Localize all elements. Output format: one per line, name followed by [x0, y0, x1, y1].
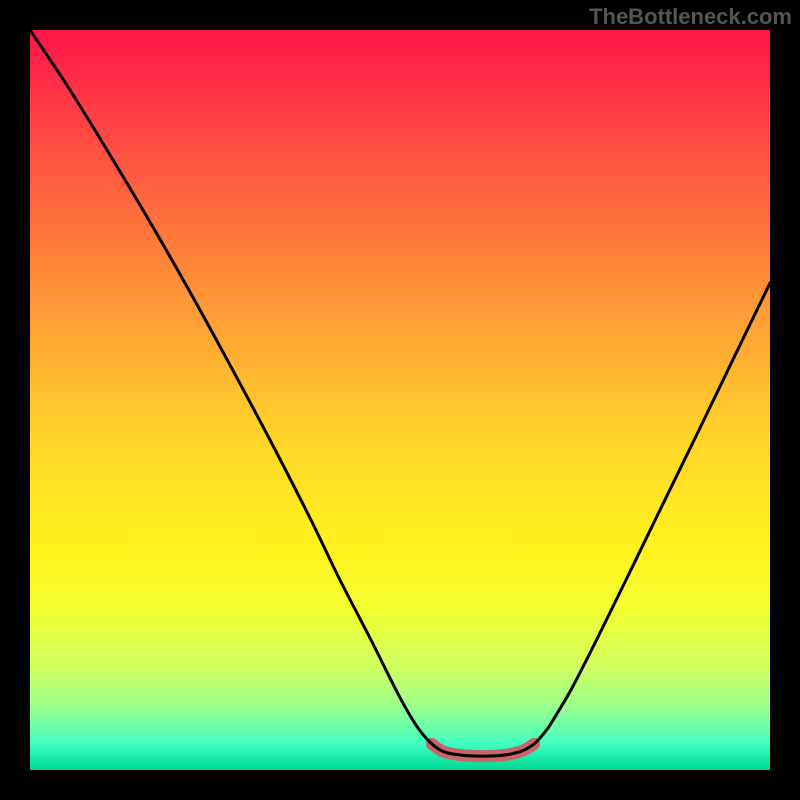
watermark-text: TheBottleneck.com — [589, 4, 792, 30]
bottleneck-curve — [30, 30, 770, 756]
chart-container: TheBottleneck.com — [0, 0, 800, 800]
curve-overlay — [30, 30, 770, 770]
plot-area — [30, 30, 770, 770]
